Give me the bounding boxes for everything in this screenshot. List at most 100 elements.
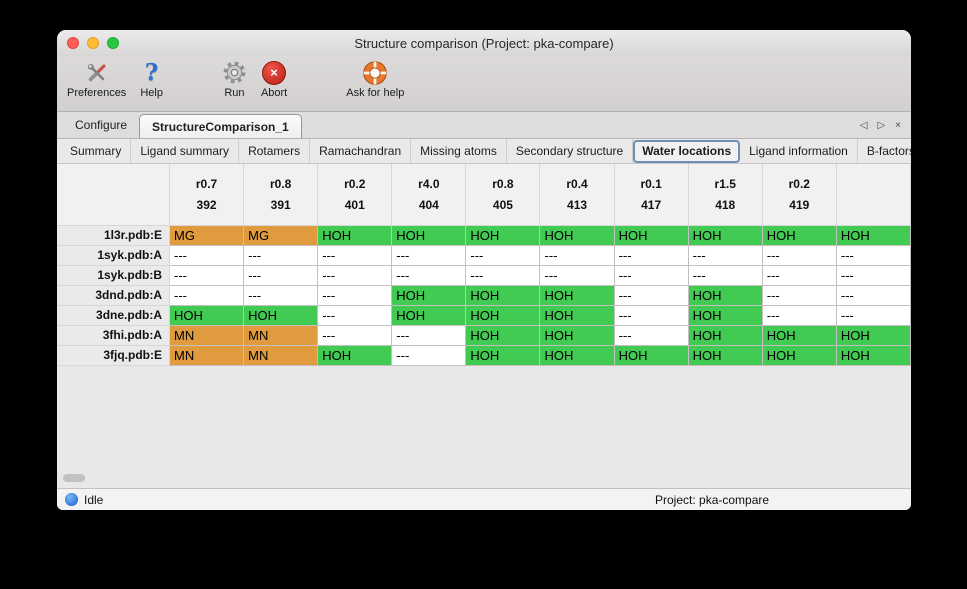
cell-water[interactable]: HOH bbox=[613, 344, 689, 366]
column-header[interactable]: r0.7 392 bbox=[169, 164, 245, 226]
column-header[interactable]: r1.5 418 bbox=[687, 164, 763, 226]
cell-metal[interactable]: MN bbox=[243, 344, 319, 366]
cell-water[interactable]: HOH bbox=[391, 224, 467, 246]
cell-metal[interactable]: MN bbox=[243, 324, 319, 346]
cell-empty[interactable]: --- bbox=[539, 244, 615, 266]
row-header[interactable]: 1syk.pdb:B bbox=[57, 264, 171, 286]
cell-empty[interactable]: --- bbox=[835, 284, 911, 306]
tab-configure[interactable]: Configure bbox=[75, 118, 128, 132]
tab-structurecomparison-1[interactable]: StructureComparison_1 bbox=[139, 114, 302, 138]
cell-empty[interactable]: --- bbox=[317, 264, 393, 286]
cell-empty[interactable]: --- bbox=[169, 264, 245, 286]
cell-water[interactable]: HOH bbox=[391, 284, 467, 306]
cell-empty[interactable]: --- bbox=[613, 284, 689, 306]
cell-water[interactable]: HOH bbox=[539, 304, 615, 326]
cell-empty[interactable]: --- bbox=[243, 264, 319, 286]
cell-empty[interactable]: --- bbox=[613, 264, 689, 286]
cell-water[interactable]: HOH bbox=[391, 304, 467, 326]
cell-metal[interactable]: MN bbox=[169, 344, 245, 366]
tab-bar-close-icon[interactable]: × bbox=[895, 119, 901, 131]
cell-empty[interactable]: --- bbox=[539, 264, 615, 286]
subtab-rotamers[interactable]: Rotamers bbox=[239, 139, 311, 163]
cell-empty[interactable]: --- bbox=[761, 284, 837, 306]
cell-water[interactable]: HOH bbox=[687, 304, 763, 326]
cell-empty[interactable]: --- bbox=[243, 284, 319, 306]
cell-empty[interactable]: --- bbox=[391, 344, 467, 366]
cell-water[interactable]: HOH bbox=[835, 324, 911, 346]
toolbar-run-button[interactable]: Run bbox=[220, 59, 249, 99]
column-header[interactable]: r0.2 401 bbox=[317, 164, 393, 226]
window-minimize-button[interactable] bbox=[87, 37, 99, 49]
cell-metal[interactable]: MG bbox=[169, 224, 245, 246]
cell-water[interactable]: HOH bbox=[761, 344, 837, 366]
cell-empty[interactable]: --- bbox=[317, 244, 393, 266]
cell-water[interactable]: HOH bbox=[835, 224, 911, 246]
cell-water[interactable]: HOH bbox=[687, 284, 763, 306]
cell-metal[interactable]: MN bbox=[169, 324, 245, 346]
subtab-ramachandran[interactable]: Ramachandran bbox=[310, 139, 412, 163]
column-header[interactable]: r4.0 404 bbox=[391, 164, 467, 226]
row-header[interactable]: 3dnd.pdb:A bbox=[57, 284, 171, 306]
cell-water[interactable]: HOH bbox=[687, 324, 763, 346]
subtab-ligand-information[interactable]: Ligand information bbox=[740, 139, 858, 163]
cell-water[interactable]: HOH bbox=[687, 224, 763, 246]
cell-water[interactable]: HOH bbox=[465, 304, 541, 326]
cell-empty[interactable]: --- bbox=[613, 304, 689, 326]
row-header[interactable]: 3fjq.pdb:E bbox=[57, 344, 171, 366]
toolbar-abort-button[interactable]: × Abort bbox=[259, 59, 289, 99]
cell-water[interactable]: HOH bbox=[761, 324, 837, 346]
tab-bar-scroll-right-icon[interactable]: ▷ bbox=[877, 119, 886, 131]
row-header[interactable]: 1l3r.pdb:E bbox=[57, 224, 171, 246]
window-close-button[interactable] bbox=[67, 37, 79, 49]
cell-empty[interactable]: --- bbox=[465, 244, 541, 266]
cell-empty[interactable]: --- bbox=[317, 304, 393, 326]
cell-empty[interactable]: --- bbox=[761, 244, 837, 266]
cell-empty[interactable]: --- bbox=[761, 304, 837, 326]
cell-water[interactable]: HOH bbox=[465, 284, 541, 306]
column-header[interactable]: r0.1 417 bbox=[613, 164, 689, 226]
cell-empty[interactable]: --- bbox=[169, 284, 245, 306]
column-header[interactable] bbox=[835, 164, 911, 226]
cell-empty[interactable]: --- bbox=[465, 264, 541, 286]
cell-empty[interactable]: --- bbox=[391, 324, 467, 346]
toolbar-preferences-button[interactable]: Preferences bbox=[65, 59, 128, 99]
cell-water[interactable]: HOH bbox=[539, 324, 615, 346]
cell-empty[interactable]: --- bbox=[835, 304, 911, 326]
window-zoom-button[interactable] bbox=[107, 37, 119, 49]
subtab-b-factors[interactable]: B-factors bbox=[858, 139, 911, 163]
horizontal-scrollbar-thumb[interactable] bbox=[63, 474, 85, 482]
cell-empty[interactable]: --- bbox=[391, 244, 467, 266]
cell-empty[interactable]: --- bbox=[613, 324, 689, 346]
subtab-summary[interactable]: Summary bbox=[61, 139, 132, 163]
column-header[interactable]: r0.4 413 bbox=[539, 164, 615, 226]
row-header[interactable]: 3dne.pdb:A bbox=[57, 304, 171, 326]
cell-water[interactable]: HOH bbox=[539, 284, 615, 306]
subtab-secondary-structure[interactable]: Secondary structure bbox=[507, 139, 634, 163]
cell-water[interactable]: HOH bbox=[761, 224, 837, 246]
row-header[interactable]: 1syk.pdb:A bbox=[57, 244, 171, 266]
cell-metal[interactable]: MG bbox=[243, 224, 319, 246]
column-header[interactable]: r0.8 405 bbox=[465, 164, 541, 226]
cell-water[interactable]: HOH bbox=[169, 304, 245, 326]
cell-water[interactable]: HOH bbox=[613, 224, 689, 246]
cell-water[interactable]: HOH bbox=[465, 344, 541, 366]
cell-empty[interactable]: --- bbox=[243, 244, 319, 266]
row-header[interactable]: 3fhi.pdb:A bbox=[57, 324, 171, 346]
cell-empty[interactable]: --- bbox=[391, 264, 467, 286]
cell-water[interactable]: HOH bbox=[243, 304, 319, 326]
cell-empty[interactable]: --- bbox=[687, 264, 763, 286]
tab-bar-scroll-left-icon[interactable]: ◁ bbox=[859, 119, 868, 131]
cell-water[interactable]: HOH bbox=[317, 224, 393, 246]
cell-water[interactable]: HOH bbox=[317, 344, 393, 366]
cell-empty[interactable]: --- bbox=[317, 284, 393, 306]
cell-water[interactable]: HOH bbox=[687, 344, 763, 366]
column-header[interactable]: r0.8 391 bbox=[243, 164, 319, 226]
cell-water[interactable]: HOH bbox=[465, 324, 541, 346]
cell-empty[interactable]: --- bbox=[169, 244, 245, 266]
cell-empty[interactable]: --- bbox=[761, 264, 837, 286]
cell-water[interactable]: HOH bbox=[835, 344, 911, 366]
cell-water[interactable]: HOH bbox=[465, 224, 541, 246]
cell-empty[interactable]: --- bbox=[613, 244, 689, 266]
toolbar-ask-for-help-button[interactable]: Ask for help bbox=[344, 59, 406, 99]
subtab-missing-atoms[interactable]: Missing atoms bbox=[411, 139, 507, 163]
